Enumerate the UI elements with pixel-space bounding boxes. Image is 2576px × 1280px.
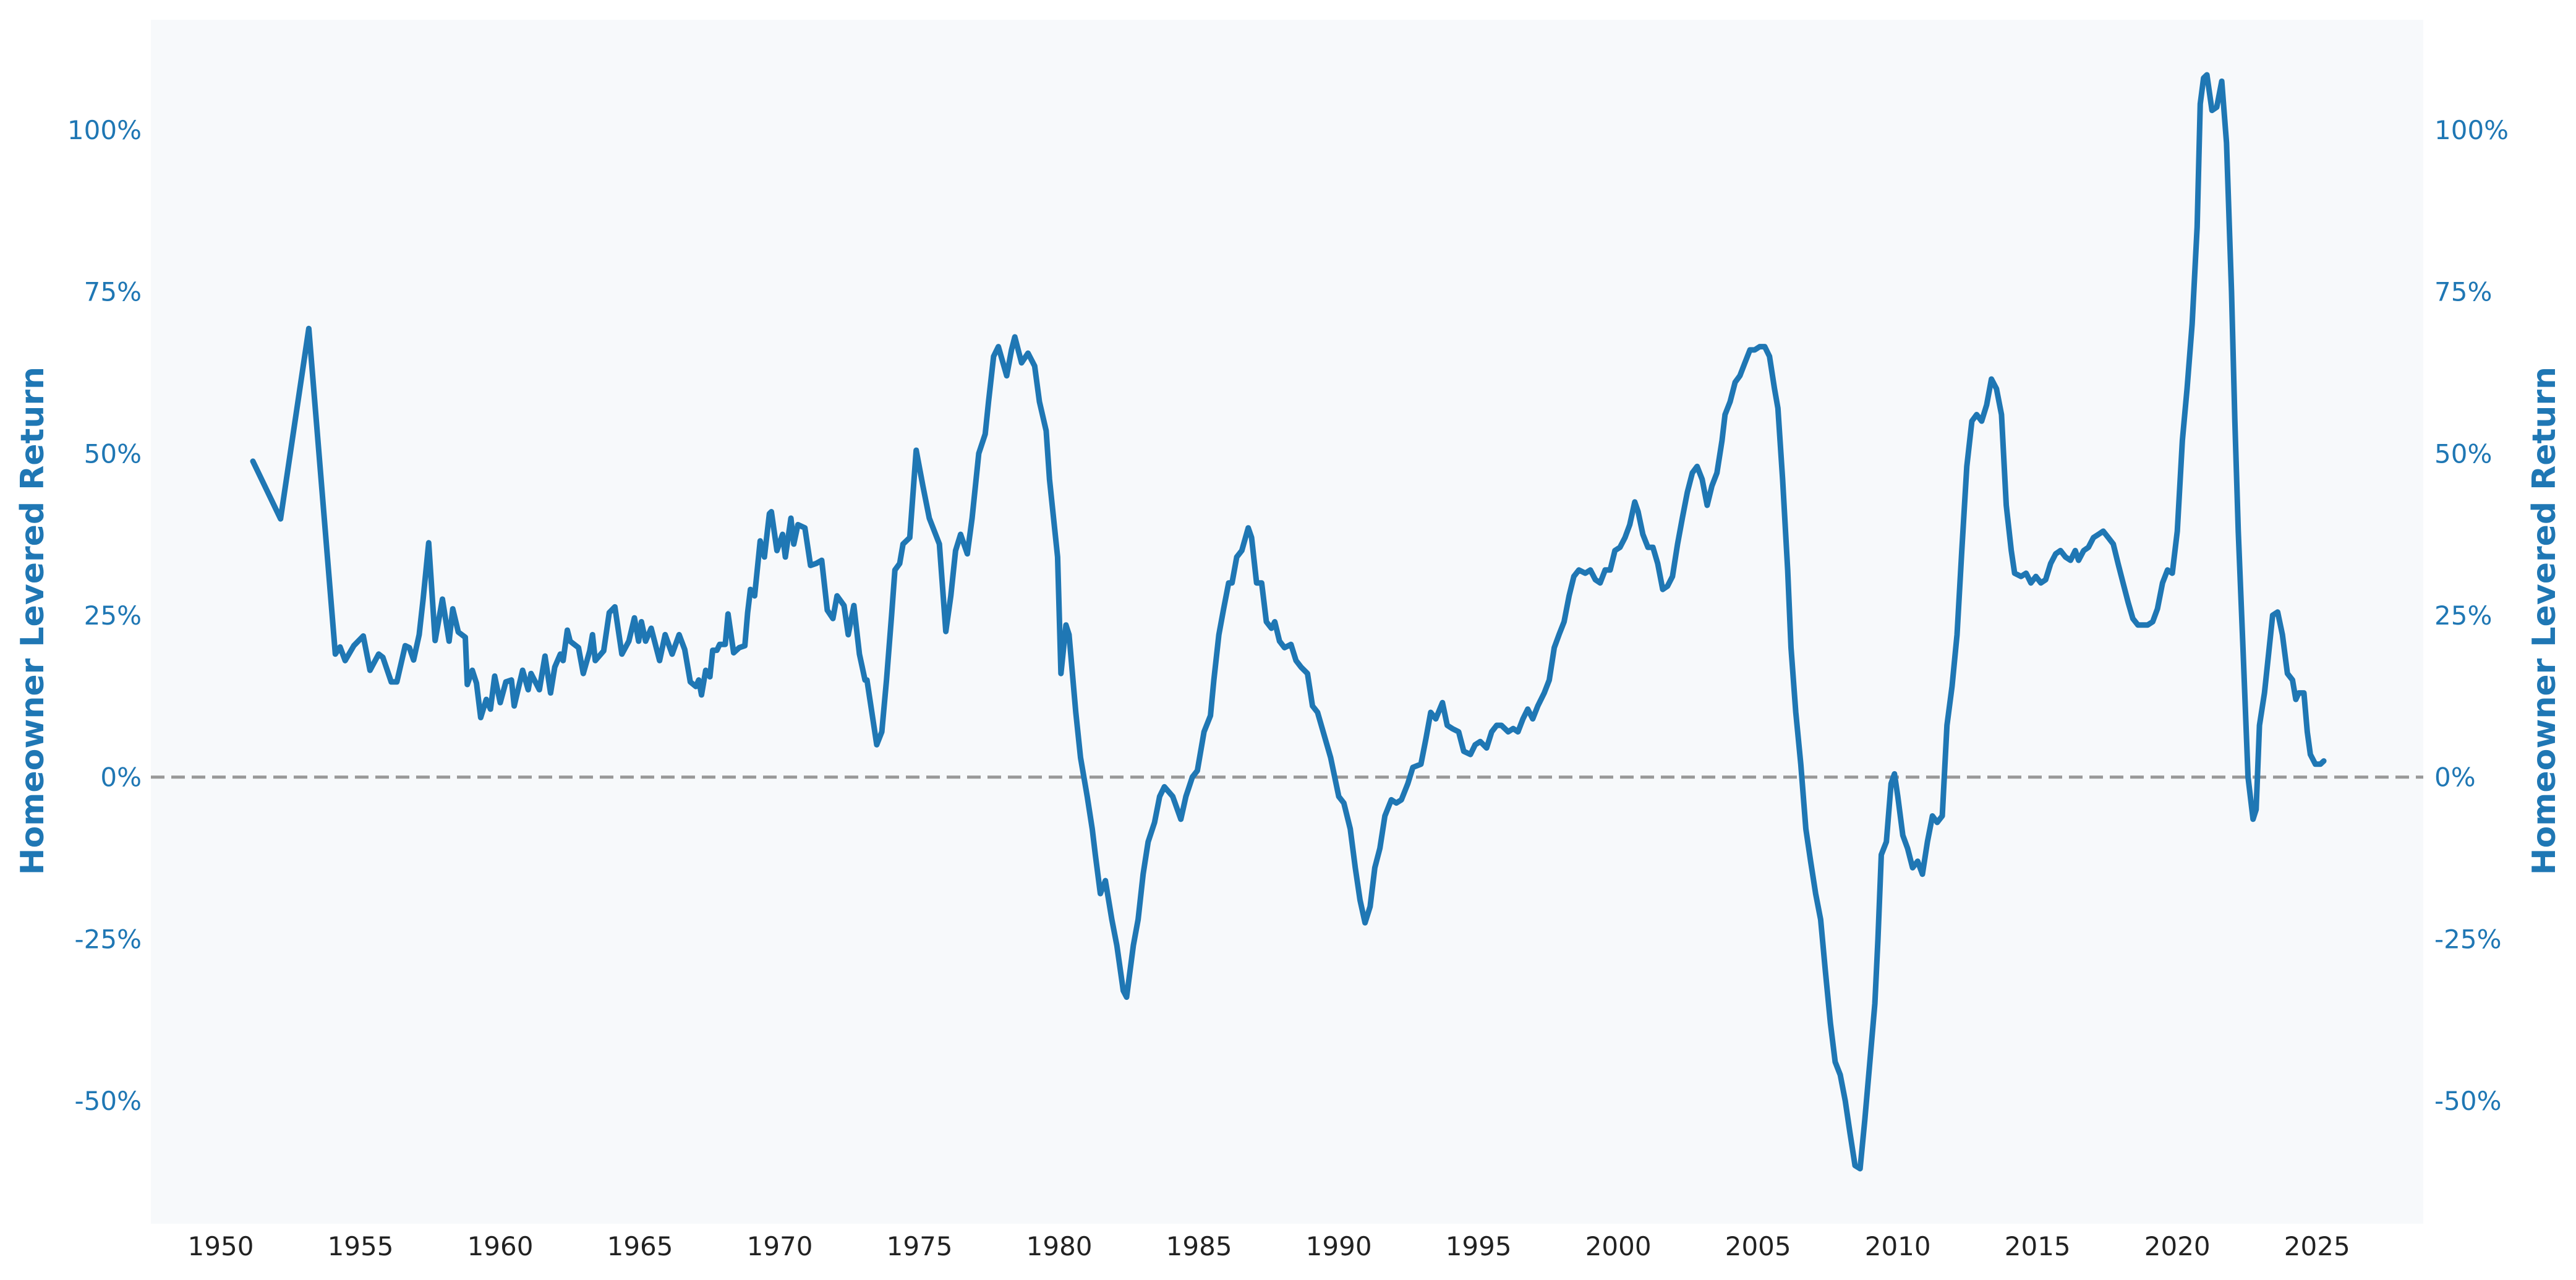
y-tick-label-right: 75% (2434, 277, 2492, 307)
x-tick-label: 1950 (188, 1231, 254, 1261)
x-tick-label: 1990 (1306, 1231, 1372, 1261)
x-axis-ticks: 1950 1955 1960 1965 1970 1975 1980 1985 1990 1995… (188, 1231, 2350, 1261)
y-tick-label-left: -25% (74, 924, 142, 954)
series-group (250, 72, 2327, 1172)
y-tick-label-right: -50% (2434, 1086, 2502, 1116)
y-tick-label-left: 25% (84, 600, 142, 631)
x-tick-label: 2010 (1865, 1231, 1931, 1261)
x-tick-label: 1995 (1446, 1231, 1512, 1261)
series-line (250, 72, 2327, 1172)
x-tick-label: 2005 (1725, 1231, 1791, 1261)
x-tick-label: 2000 (1585, 1231, 1652, 1261)
x-tick-label: 2025 (2284, 1231, 2350, 1261)
y-tick-label-right: -25% (2434, 924, 2502, 954)
x-tick-label: 1970 (747, 1231, 813, 1261)
x-tick-label: 2015 (2005, 1231, 2071, 1261)
y-tick-label-left: -50% (74, 1086, 142, 1116)
y-tick-label-right: 25% (2434, 600, 2492, 631)
x-tick-label: 1985 (1166, 1231, 1232, 1261)
x-tick-label: 1975 (887, 1231, 953, 1261)
y-tick-label-left: 100% (67, 115, 142, 145)
y-axis-label-left: Homeowner Levered Return (14, 367, 51, 875)
y-tick-label-right: 50% (2434, 438, 2492, 469)
plot-area (151, 20, 2423, 1224)
x-tick-label: 2020 (2144, 1231, 2211, 1261)
x-tick-label: 1960 (467, 1231, 534, 1261)
x-tick-label: 1965 (607, 1231, 673, 1261)
y-tick-label-left: 50% (84, 438, 142, 469)
y-axis-left-ticks: 100% 75% 50% 25% 0% -25% -50% (67, 115, 142, 1116)
y-tick-label-right: 100% (2434, 115, 2509, 145)
y-tick-label-left: 0% (100, 762, 142, 793)
y-tick-label-left: 75% (84, 277, 142, 307)
x-tick-label: 1980 (1026, 1231, 1093, 1261)
x-tick-label: 1955 (328, 1231, 394, 1261)
y-axis-right-ticks: 100% 75% 50% 25% 0% -25% -50% (2434, 115, 2509, 1116)
y-axis-label-right: Homeowner Levered Return (2526, 367, 2563, 875)
y-tick-label-right: 0% (2434, 762, 2476, 793)
